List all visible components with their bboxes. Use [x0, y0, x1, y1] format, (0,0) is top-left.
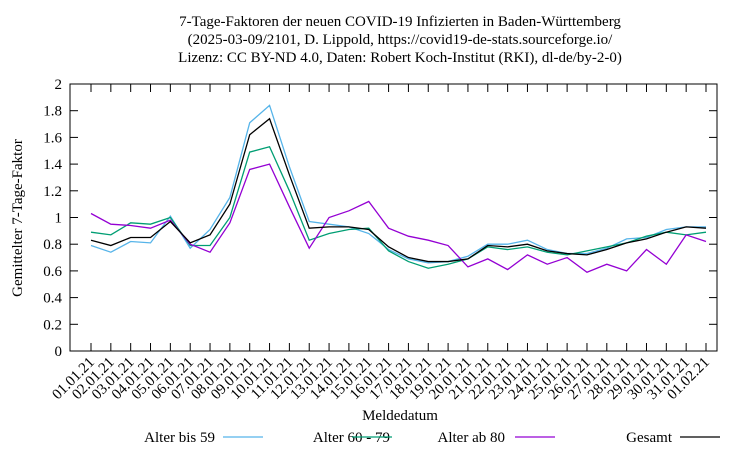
y-tick-label: 1.4: [43, 157, 62, 173]
x-axis-label: Meldedatum: [362, 408, 438, 424]
chart-subtitle: (2025-03-09/2101, D. Lippold, https://co…: [188, 32, 613, 48]
series-line: [90, 145, 707, 269]
chart-subtitle: Lizenz: CC BY-ND 4.0, Daten: Robert Koch…: [178, 50, 622, 66]
legend-label: Gesamt: [626, 430, 673, 446]
legend-label: Alter 60 - 79: [313, 430, 390, 446]
y-axis-label: Gemittelter 7-Tage-Faktor: [10, 139, 26, 297]
plot-frame: [69, 83, 718, 352]
y-tick-label: 0.6: [43, 264, 62, 280]
series-line: [90, 117, 707, 263]
y-tick-label: 0.8: [43, 237, 62, 253]
series-line: [90, 163, 707, 273]
series-line: [90, 104, 706, 264]
y-tick-label: 1.6: [43, 130, 62, 146]
legend-label: Alter bis 59: [144, 430, 215, 446]
chart-title: 7-Tage-Faktoren der neuen COVID-19 Infiz…: [179, 14, 621, 30]
y-tick-label: 0: [55, 344, 63, 360]
y-tick-label: 0.4: [43, 291, 62, 307]
y-tick-label: 0.2: [43, 317, 62, 333]
y-tick-label: 1: [55, 211, 63, 227]
legend-label: Alter ab 80: [438, 430, 505, 446]
y-tick-label: 2: [55, 77, 63, 93]
y-tick-label: 1.8: [43, 104, 62, 120]
y-tick-label: 1.2: [43, 184, 62, 200]
